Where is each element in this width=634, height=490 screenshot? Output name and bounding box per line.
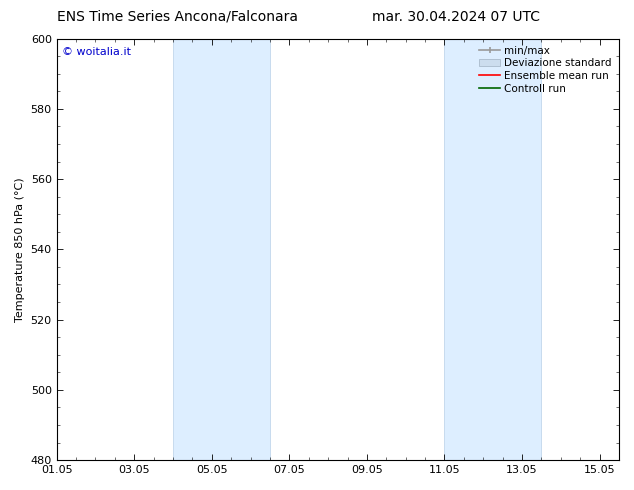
Y-axis label: Temperature 850 hPa (°C): Temperature 850 hPa (°C) — [15, 177, 25, 321]
Bar — [173, 39, 270, 460]
Text: ENS Time Series Ancona/Falconara: ENS Time Series Ancona/Falconara — [57, 10, 298, 24]
Text: mar. 30.04.2024 07 UTC: mar. 30.04.2024 07 UTC — [373, 10, 540, 24]
Text: © woitalia.it: © woitalia.it — [62, 47, 131, 57]
Legend: min/max, Deviazione standard, Ensemble mean run, Controll run: min/max, Deviazione standard, Ensemble m… — [477, 44, 614, 96]
Bar — [444, 39, 541, 460]
